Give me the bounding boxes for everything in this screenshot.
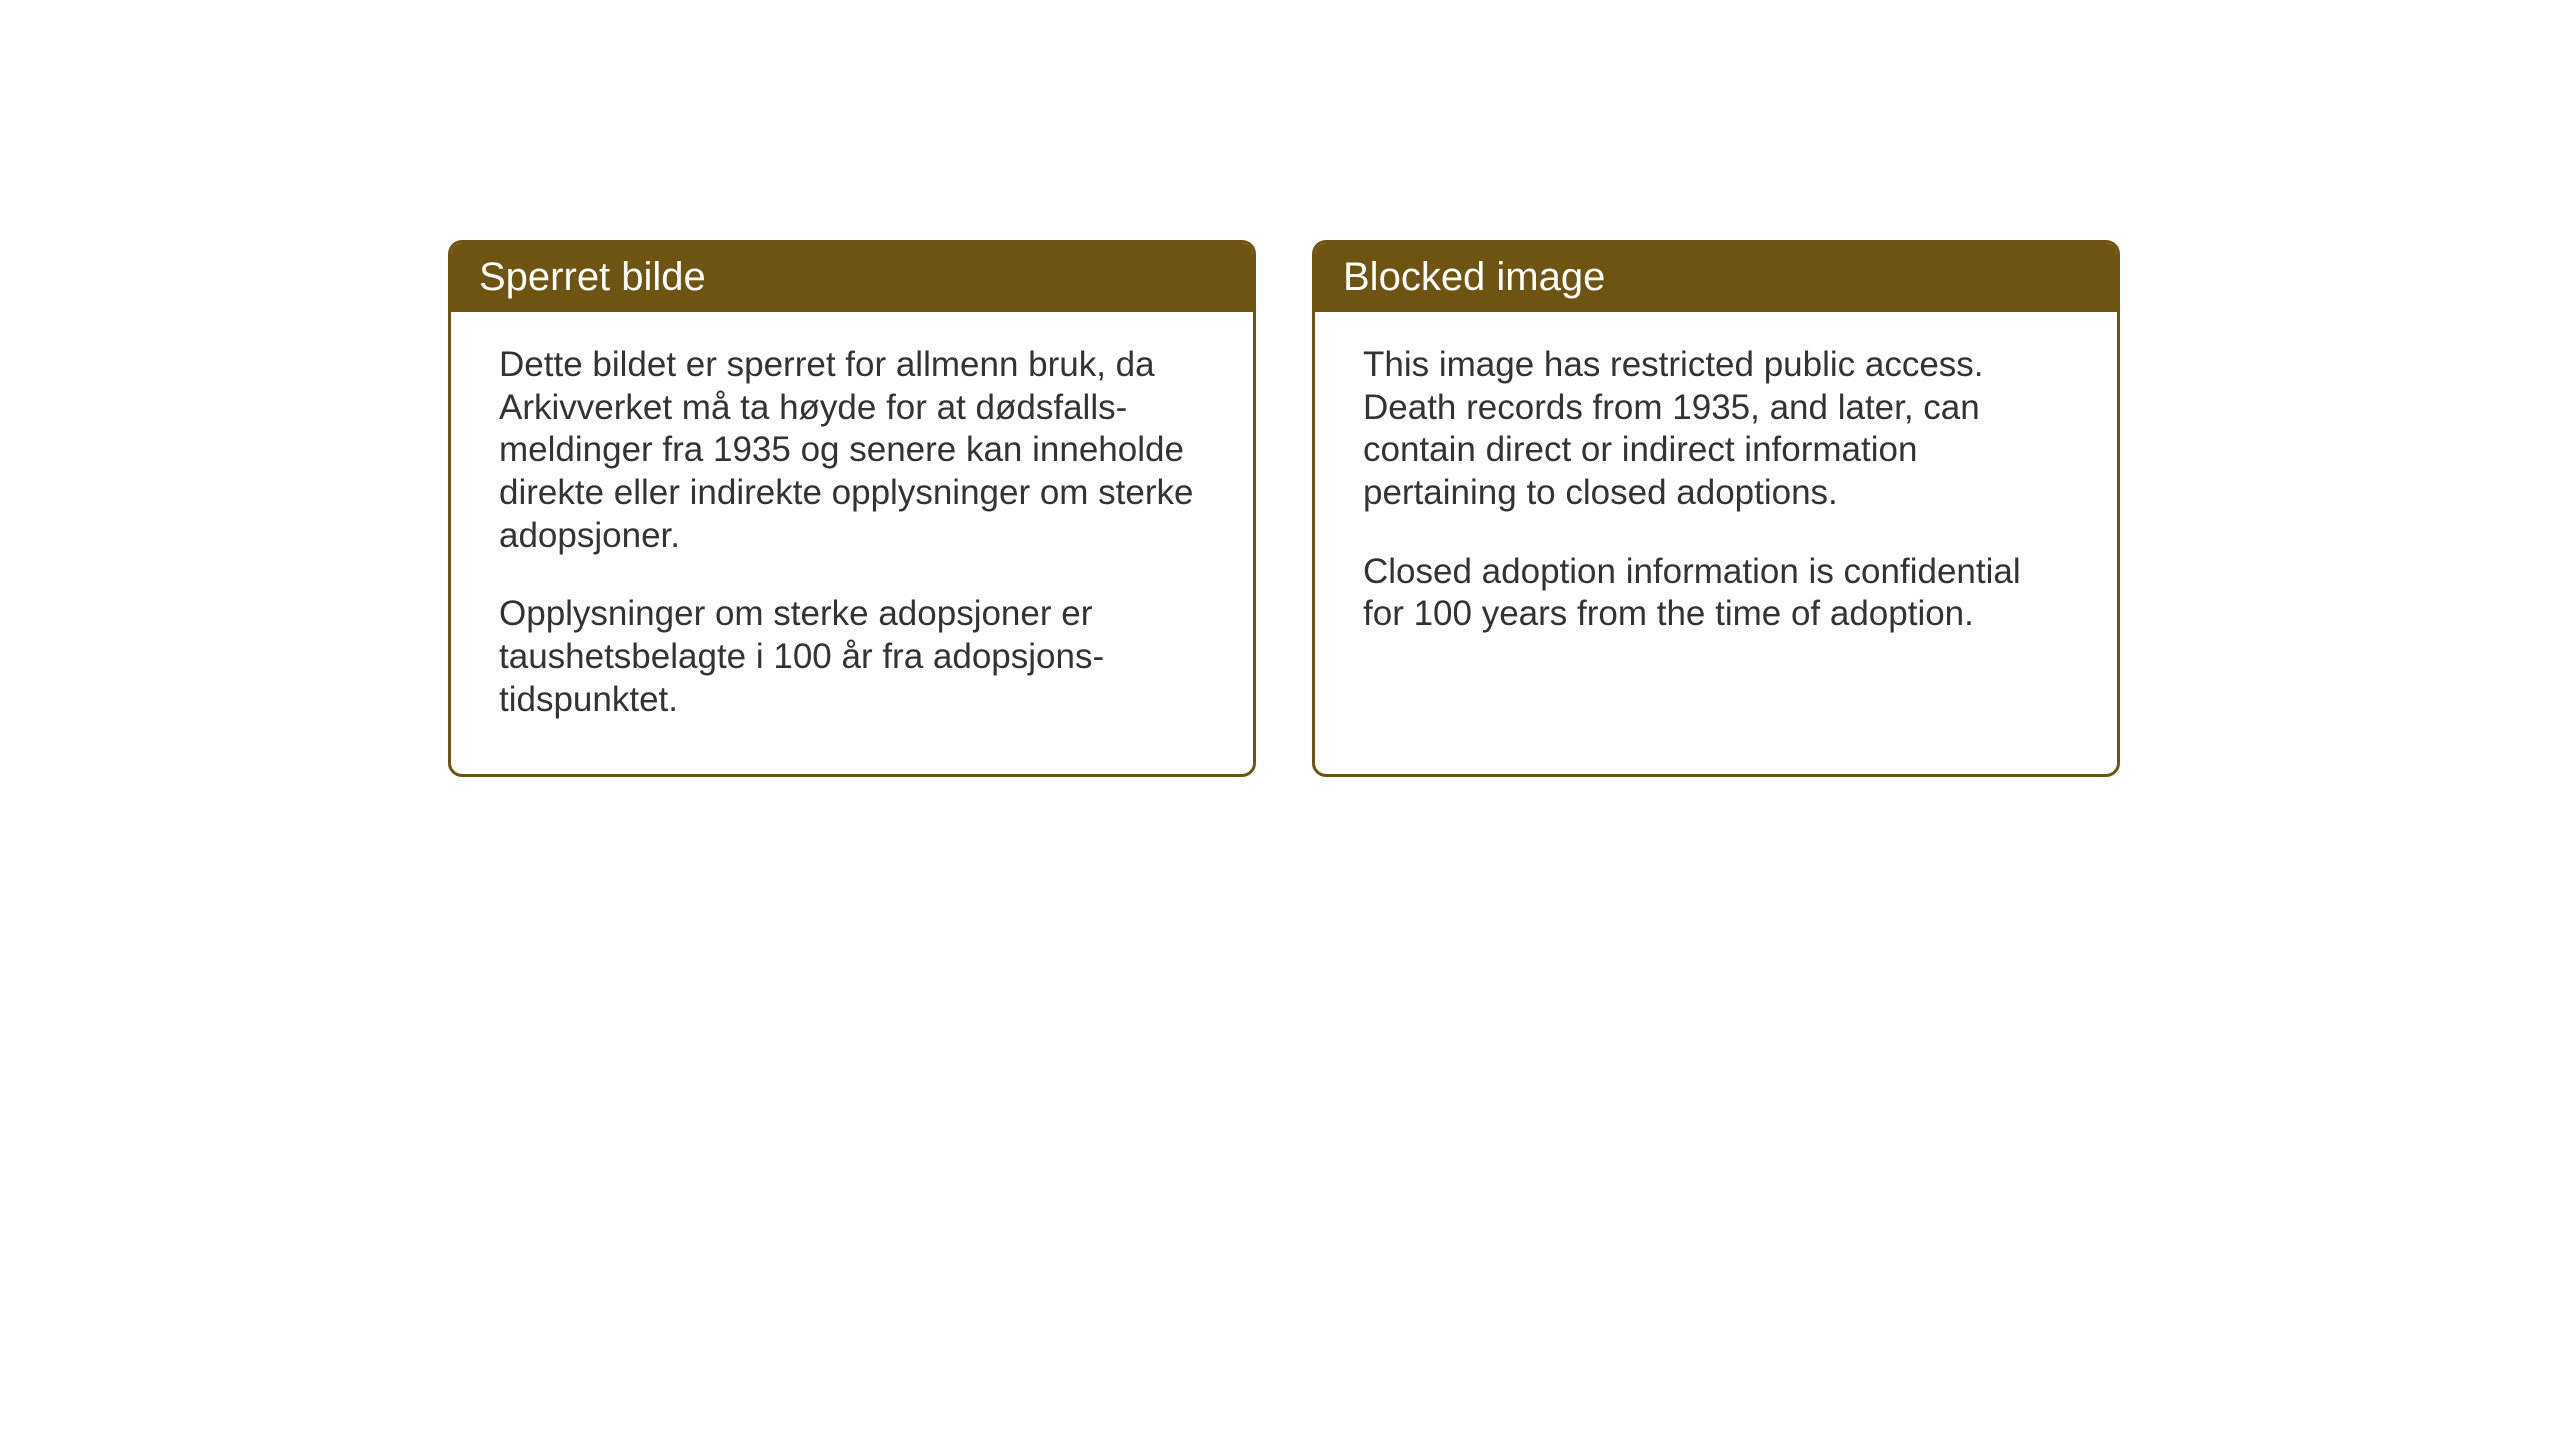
card-body-norwegian: Dette bildet er sperret for allmenn bruk… (451, 312, 1253, 774)
card-header-english: Blocked image (1315, 243, 2117, 312)
notice-card-english: Blocked image This image has restricted … (1312, 240, 2120, 777)
card-title-english: Blocked image (1343, 255, 1605, 299)
notice-card-norwegian: Sperret bilde Dette bildet er sperret fo… (448, 240, 1256, 777)
card-paragraph1-norwegian: Dette bildet er sperret for allmenn bruk… (499, 344, 1205, 557)
card-paragraph1-english: This image has restricted public access.… (1363, 344, 2069, 515)
card-header-norwegian: Sperret bilde (451, 243, 1253, 312)
card-paragraph2-english: Closed adoption information is confident… (1363, 551, 2069, 636)
card-title-norwegian: Sperret bilde (479, 255, 706, 299)
card-paragraph2-norwegian: Opplysninger om sterke adopsjoner er tau… (499, 593, 1205, 721)
card-body-english: This image has restricted public access.… (1315, 312, 2117, 688)
notice-container: Sperret bilde Dette bildet er sperret fo… (448, 240, 2120, 777)
